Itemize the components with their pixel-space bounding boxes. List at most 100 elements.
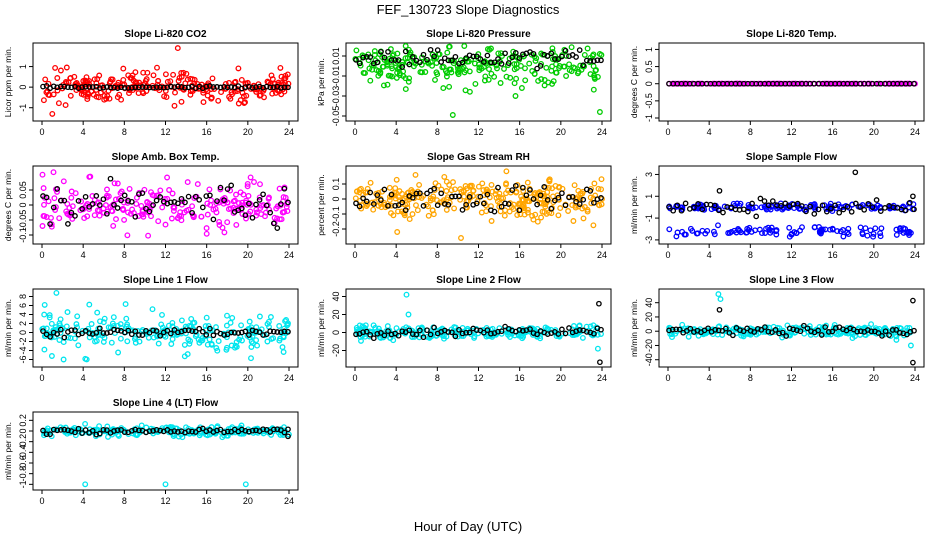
series-all [39, 289, 291, 363]
data-point [715, 207, 722, 214]
data-point [513, 61, 520, 68]
data-point [203, 332, 210, 338]
data-point [877, 233, 884, 240]
data-point [187, 91, 194, 98]
data-point [276, 337, 283, 344]
y-tick-label: 20 [644, 312, 654, 322]
data-point [50, 204, 57, 211]
data-point [199, 204, 206, 211]
panel-title: Slope Line 3 Flow [749, 275, 834, 286]
data-point [396, 72, 403, 79]
data-point [470, 53, 477, 60]
data-point [457, 196, 464, 203]
data-point [443, 206, 450, 213]
y-tick-label: 0 [18, 428, 28, 433]
x-tick-label: 16 [828, 373, 838, 383]
data-point [378, 197, 384, 203]
x-tick-label: 0 [352, 250, 357, 260]
x-tick-label: 20 [243, 127, 253, 137]
y-axis-label: kPa per min. [316, 58, 326, 106]
data-point [256, 194, 263, 201]
x-tick-label: 0 [39, 496, 44, 506]
data-point [363, 54, 370, 60]
data-point [516, 55, 523, 61]
data-point [530, 196, 537, 202]
data-point [56, 215, 63, 222]
data-point [353, 324, 360, 331]
data-point [120, 76, 127, 83]
data-point [78, 87, 85, 94]
data-point [396, 65, 402, 72]
data-point [358, 337, 364, 344]
data-point [192, 429, 199, 435]
data-point [443, 70, 450, 77]
data-point [96, 85, 103, 91]
data-point [911, 206, 917, 213]
data-point [246, 200, 252, 207]
data-point [107, 329, 114, 336]
data-point [485, 76, 492, 83]
data-point [452, 193, 459, 200]
data-point [251, 179, 257, 185]
data-point [196, 325, 203, 332]
y-axis-label: percent per min. [316, 174, 326, 235]
data-point [746, 224, 753, 231]
data-point [482, 73, 489, 80]
data-point [889, 327, 896, 333]
data-point [71, 73, 78, 80]
data-point [260, 332, 266, 338]
x-tick-label: 0 [352, 127, 357, 137]
data-point [114, 205, 121, 211]
outlier-point [910, 193, 916, 200]
data-point [353, 200, 359, 207]
data-point [422, 69, 429, 75]
y-tick-label: 0 [331, 330, 341, 335]
data-point [96, 430, 103, 437]
data-point [480, 59, 487, 65]
data-point [395, 202, 402, 208]
data-point [370, 206, 377, 213]
data-point [79, 84, 85, 91]
data-point [189, 203, 196, 210]
data-points [352, 168, 605, 241]
data-points [39, 289, 291, 363]
y-tick-label: 2 [18, 321, 28, 326]
data-point [267, 328, 274, 335]
x-tick-label: 24 [284, 373, 294, 383]
data-point [563, 73, 570, 79]
y-tick-label: 6 [18, 303, 28, 308]
data-point [477, 56, 484, 62]
outlier-point [716, 187, 723, 194]
data-point [502, 50, 508, 57]
outlier-point [910, 359, 916, 366]
data-point [274, 329, 281, 335]
data-point [720, 209, 726, 216]
data-point [175, 429, 181, 435]
data-point [253, 84, 259, 90]
x-tick-label: 12 [786, 373, 796, 383]
data-point [257, 181, 263, 188]
data-point [353, 47, 360, 54]
data-point [178, 84, 185, 90]
y-tick-label: -4 [18, 346, 28, 354]
data-point [580, 196, 587, 203]
data-point [591, 330, 597, 337]
data-point [587, 188, 594, 194]
data-point [392, 57, 398, 63]
data-point [246, 334, 253, 341]
data-point [393, 176, 400, 183]
data-point [68, 194, 75, 201]
data-point [831, 321, 838, 328]
data-point [178, 317, 185, 324]
y-tick-label: -1 [18, 480, 28, 488]
data-point [139, 208, 146, 215]
y-axis-label: degrees C per min. [3, 169, 13, 241]
x-tick-label: 0 [39, 127, 44, 137]
data-point [432, 76, 438, 83]
data-point [588, 200, 595, 207]
data-point [210, 216, 217, 223]
data-point [681, 231, 688, 238]
data-point [818, 332, 825, 338]
data-point [473, 53, 480, 60]
data-point [203, 225, 210, 232]
